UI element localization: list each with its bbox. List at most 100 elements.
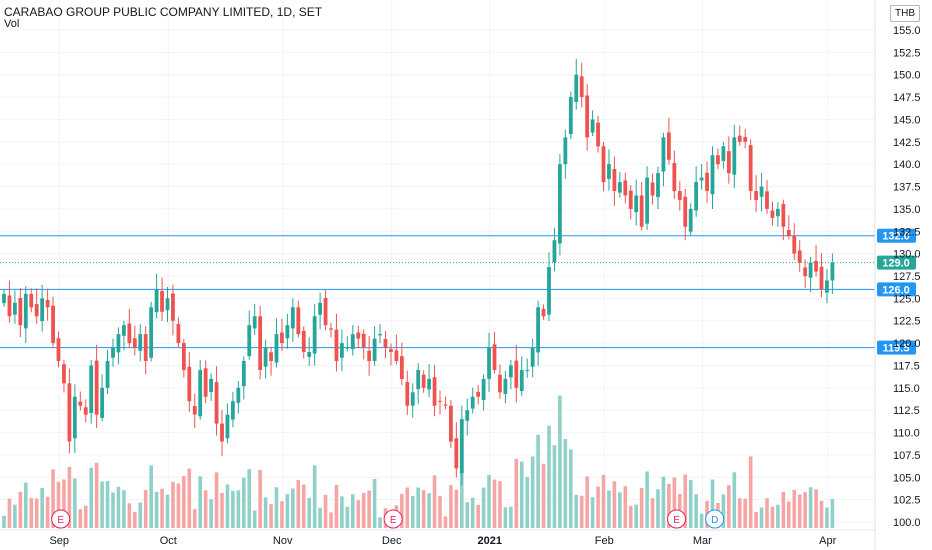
candle-body xyxy=(459,419,464,474)
candle-body xyxy=(721,146,726,161)
volume-bars xyxy=(2,395,835,528)
volume-bar xyxy=(732,472,737,528)
candle-body xyxy=(623,180,628,196)
candle-body xyxy=(23,293,28,329)
volume-bar xyxy=(727,485,731,528)
candle-body xyxy=(656,173,660,198)
volume-bar xyxy=(536,434,540,528)
candle-body xyxy=(100,387,104,418)
volume-bar xyxy=(688,479,693,528)
candle-body xyxy=(247,325,252,357)
horizontal-levels[interactable]: 132.0 126.0 119.5 129.0 xyxy=(0,228,916,355)
candle-body xyxy=(519,369,524,392)
volume-bar xyxy=(601,475,606,528)
time-tick-label: Nov xyxy=(273,535,293,547)
candle-body xyxy=(160,291,164,312)
grid xyxy=(0,0,875,530)
candle-body xyxy=(743,136,748,142)
candle-body xyxy=(29,293,34,308)
candle-body xyxy=(274,334,279,363)
candle-body xyxy=(705,172,709,192)
volume-bar xyxy=(149,465,153,528)
candle-body xyxy=(350,334,355,350)
candle-body xyxy=(67,383,72,442)
volume-legend: Vol xyxy=(4,18,20,30)
volume-bar xyxy=(410,496,415,528)
price-tick-label: 132.5 xyxy=(893,226,921,238)
volume-bar xyxy=(547,425,551,528)
volume-bar xyxy=(258,470,262,528)
volume-bar xyxy=(585,476,589,528)
volume-bar xyxy=(421,490,426,528)
candle-body xyxy=(536,307,540,353)
currency-badge[interactable]: THB xyxy=(890,5,920,22)
volume-bar xyxy=(160,488,164,528)
candle-body xyxy=(585,95,590,138)
candle-body xyxy=(105,360,110,388)
candle-body xyxy=(792,235,797,254)
candle-body xyxy=(667,132,671,160)
candle-body xyxy=(62,364,66,384)
volume-bar xyxy=(236,490,241,528)
earnings-marker xyxy=(383,509,403,529)
candle-body xyxy=(51,305,55,344)
volume-bar xyxy=(748,456,753,528)
volume-bar xyxy=(285,494,290,528)
candle-body xyxy=(541,308,546,317)
candle-body xyxy=(378,334,382,336)
candle-body xyxy=(405,382,410,406)
volume-bar xyxy=(89,467,93,528)
candle-body xyxy=(296,307,301,335)
candle-body xyxy=(574,74,579,102)
candle-body xyxy=(808,262,813,278)
candle-body xyxy=(209,378,213,392)
candle-body xyxy=(737,135,742,142)
volume-bar xyxy=(242,477,246,528)
candle-body xyxy=(383,338,388,348)
volume-bar xyxy=(122,490,126,528)
price-tick-label: 140.0 xyxy=(893,159,921,171)
volume-bar xyxy=(803,492,807,528)
candle-body xyxy=(225,414,230,439)
volume-bar xyxy=(323,494,328,528)
candle-body xyxy=(34,304,39,317)
price-tick-label: 117.5 xyxy=(893,360,920,372)
volume-bar xyxy=(607,490,611,528)
volume-bar xyxy=(492,479,497,528)
volume-bar xyxy=(171,481,175,528)
candle-body xyxy=(699,177,704,181)
price-tick-label: 142.5 xyxy=(893,137,921,149)
time-tick-label: Mar xyxy=(693,535,712,547)
volume-bar xyxy=(487,475,491,528)
volume-bar xyxy=(100,481,104,528)
candle-body xyxy=(819,266,824,290)
volume-bar xyxy=(280,501,284,528)
volume-bar xyxy=(18,491,23,528)
candle-body xyxy=(596,122,600,147)
volume-bar xyxy=(765,498,769,528)
time-axis[interactable]: Sep Oct Nov Dec 2021 Feb Mar Apr xyxy=(49,535,836,547)
volume-bar xyxy=(787,501,791,528)
volume-bar xyxy=(127,503,132,528)
volume-bar xyxy=(318,507,322,528)
candle-body xyxy=(481,378,486,400)
candle-body xyxy=(607,164,611,179)
volume-bar xyxy=(596,486,600,528)
volume-bar xyxy=(770,506,775,528)
volume-bar xyxy=(269,504,273,528)
price-tick-label: 147.5 xyxy=(893,92,921,104)
price-tick-label: 120.0 xyxy=(893,338,921,350)
volume-bar xyxy=(301,484,306,528)
candle-body xyxy=(116,334,121,353)
candle-body xyxy=(814,260,818,272)
volume-bar xyxy=(737,498,742,528)
candle-body xyxy=(290,307,295,329)
volume-bar xyxy=(67,467,72,528)
earnings-marker xyxy=(667,509,687,529)
volume-bar xyxy=(514,458,519,528)
volume-bar xyxy=(329,512,333,528)
candle-body xyxy=(258,316,263,370)
volume-bar xyxy=(73,478,77,528)
